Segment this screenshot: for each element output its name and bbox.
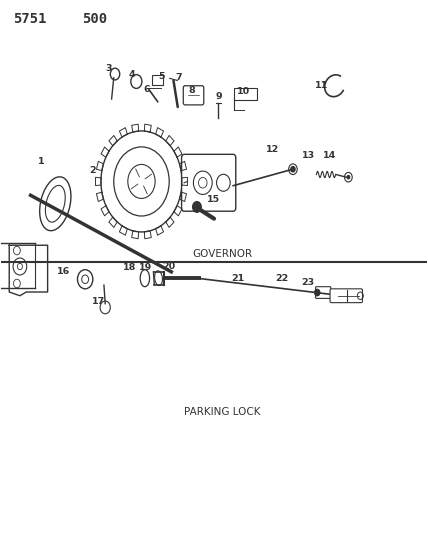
- Text: GOVERNOR: GOVERNOR: [193, 249, 253, 259]
- Text: 16: 16: [57, 268, 71, 276]
- Text: 13: 13: [302, 151, 315, 160]
- FancyBboxPatch shape: [315, 287, 331, 298]
- Text: 1: 1: [38, 157, 45, 166]
- Circle shape: [193, 201, 201, 212]
- FancyBboxPatch shape: [181, 155, 236, 211]
- Circle shape: [291, 166, 295, 172]
- Text: 17: 17: [92, 296, 105, 305]
- Text: 23: 23: [301, 278, 315, 287]
- Text: 5: 5: [158, 71, 164, 80]
- Text: 10: 10: [237, 86, 250, 95]
- Text: 15: 15: [207, 195, 220, 204]
- Text: 12: 12: [266, 145, 279, 154]
- Text: 9: 9: [216, 92, 223, 101]
- Text: 5751: 5751: [14, 12, 47, 26]
- Text: 20: 20: [163, 262, 176, 271]
- Text: 4: 4: [129, 70, 135, 78]
- Text: 3: 3: [105, 64, 111, 73]
- Circle shape: [347, 175, 350, 179]
- FancyBboxPatch shape: [183, 86, 204, 105]
- FancyBboxPatch shape: [330, 289, 363, 303]
- Text: 11: 11: [315, 81, 328, 90]
- FancyBboxPatch shape: [152, 75, 163, 85]
- Text: 22: 22: [276, 273, 289, 282]
- Text: 8: 8: [188, 85, 195, 94]
- Text: 14: 14: [323, 151, 336, 160]
- FancyBboxPatch shape: [234, 88, 257, 100]
- Text: 18: 18: [123, 263, 136, 272]
- Text: 21: 21: [231, 274, 244, 283]
- Text: PARKING LOCK: PARKING LOCK: [184, 407, 261, 417]
- Text: 500: 500: [82, 12, 107, 26]
- Text: 7: 7: [176, 73, 182, 82]
- Text: 6: 6: [143, 85, 150, 94]
- Text: 19: 19: [139, 263, 152, 272]
- Circle shape: [315, 289, 320, 296]
- Text: 2: 2: [89, 166, 96, 175]
